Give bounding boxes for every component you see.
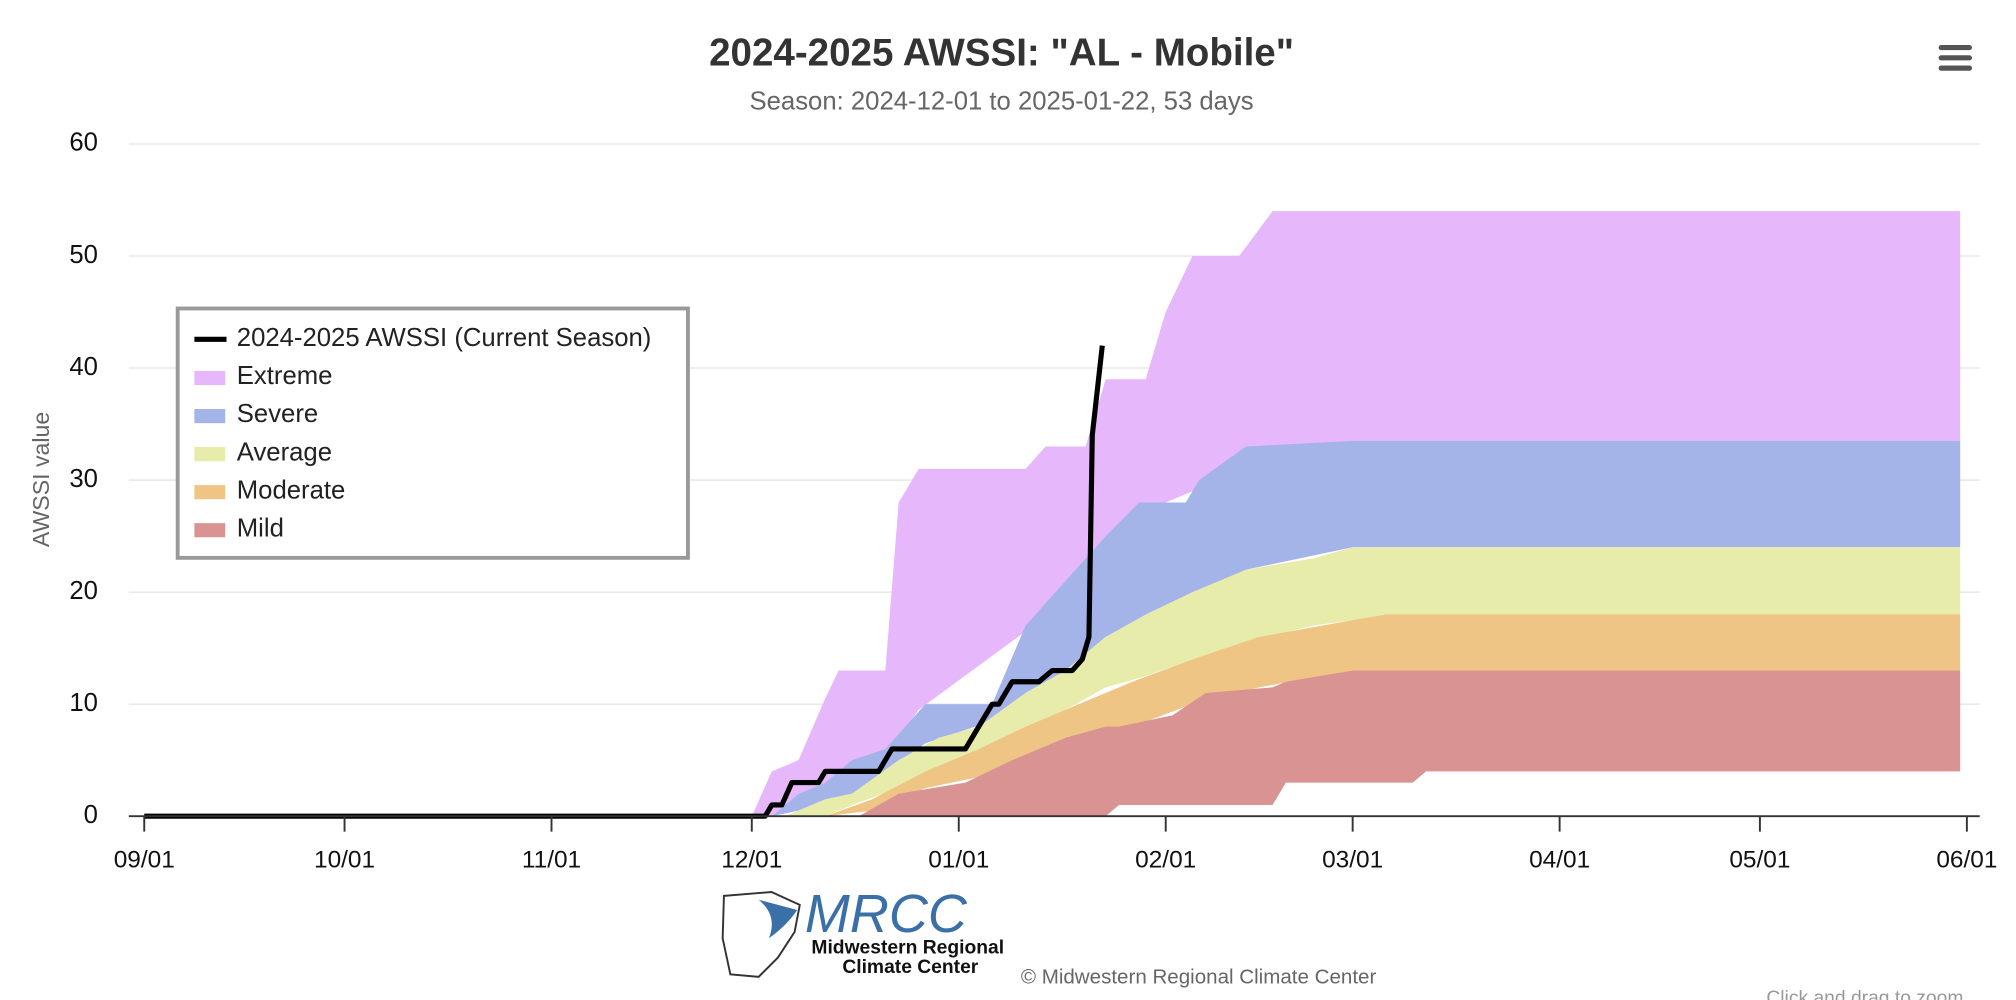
y-tick-label: 40 — [69, 353, 98, 381]
x-tick-label: 02/01 — [1135, 847, 1196, 874]
y-axis-title: AWSSI value — [28, 412, 54, 547]
range-area — [751, 211, 1961, 817]
chart-title: 2024-2025 AWSSI: "AL - Mobile" — [709, 31, 1294, 74]
season-line — [144, 345, 1105, 819]
x-tick-label: 04/01 — [1529, 847, 1590, 874]
logo-line: Climate Center — [842, 957, 978, 978]
menu-button[interactable] — [1936, 43, 1975, 72]
y-tick-label: 0 — [84, 801, 98, 829]
y-tick-label: 30 — [69, 465, 98, 493]
zoom-hint: Click and drag to zoom — [1766, 988, 1963, 1000]
logo-line: Midwestern Regional — [811, 938, 1004, 959]
range-area — [858, 670, 1961, 817]
legend-label: Average — [237, 438, 332, 466]
legend-symbol — [194, 523, 226, 538]
legend-symbol — [194, 447, 226, 462]
x-tick-label: 03/01 — [1322, 847, 1383, 874]
credits: © Midwestern Regional Climate Center — [1021, 966, 1377, 989]
legend-label: Extreme — [237, 362, 333, 390]
x-tick-label: 05/01 — [1729, 847, 1790, 874]
legend-label: Moderate — [237, 476, 346, 504]
x-tick-label: 10/01 — [314, 847, 375, 874]
y-tick-label: 50 — [69, 241, 98, 269]
y-tick-label: 10 — [69, 689, 98, 717]
range-area — [825, 614, 1961, 817]
legend-label: Mild — [237, 514, 284, 542]
x-tick-label: 11/01 — [522, 847, 581, 874]
legend-label: 2024-2025 AWSSI (Current Season) — [237, 324, 652, 352]
y-tick-label: 20 — [69, 577, 98, 605]
x-tick-label: 09/01 — [114, 847, 175, 874]
logo-name: MRCC — [805, 884, 968, 944]
x-tick-label: 01/01 — [928, 847, 989, 874]
legend: 2024-2025 AWSSI (Current Season) Extreme S… — [175, 306, 690, 560]
legend-symbol — [194, 370, 226, 386]
x-tick-label: 06/01 — [1936, 847, 1997, 874]
x-tick-label: 12/01 — [721, 847, 782, 874]
range-area — [771, 440, 1961, 817]
logo: MRCC Midwestern Regional Climate Center — [721, 884, 1004, 978]
legend-label: Severe — [237, 400, 318, 428]
legend-symbol — [194, 485, 226, 500]
legend-symbol — [194, 408, 226, 424]
y-tick-label: 60 — [69, 129, 98, 157]
chart-subtitle: Season: 2024-12-01 to 2025-01-22, 53 day… — [750, 88, 1254, 116]
